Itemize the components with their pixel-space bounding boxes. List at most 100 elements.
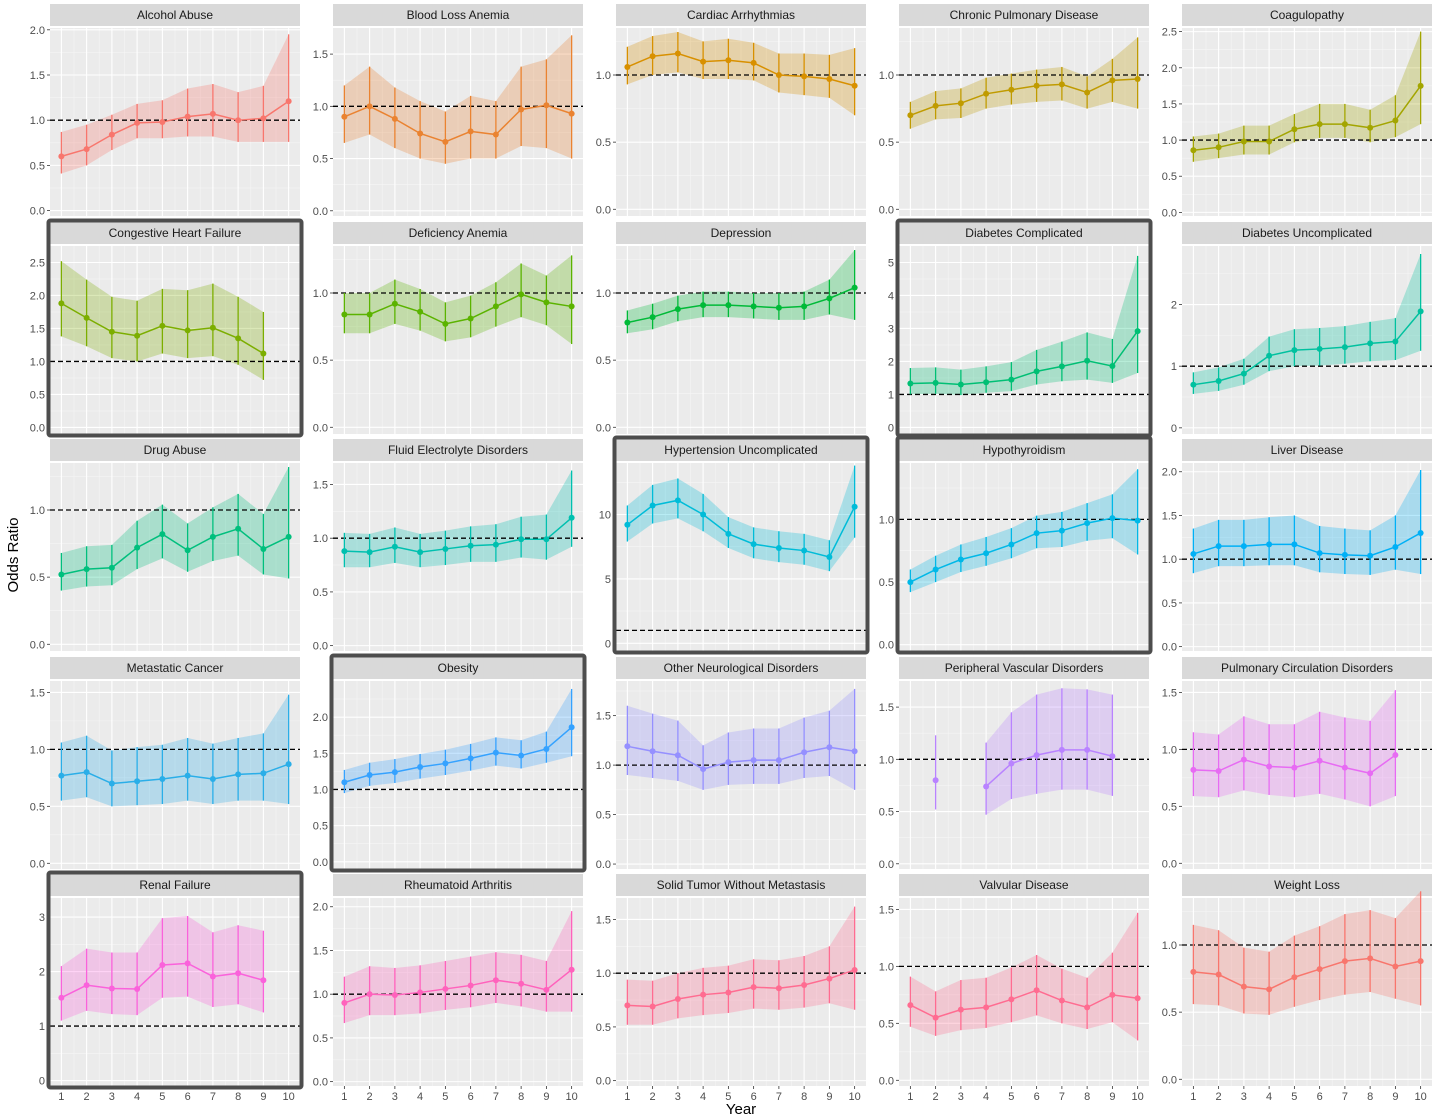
y-tick-label: 1.5 xyxy=(596,914,611,926)
data-point xyxy=(1033,987,1040,994)
data-point xyxy=(1033,368,1040,375)
confidence-ribbon xyxy=(61,34,289,174)
strip-background xyxy=(616,657,866,679)
data-point xyxy=(184,113,191,120)
data-point xyxy=(1215,971,1222,978)
x-tick-label: 7 xyxy=(1059,1091,1065,1103)
panel-blood-loss-anemia: Blood Loss Anemia 0.0 0.5 1.0 1.5 xyxy=(313,4,583,218)
data-point xyxy=(1134,517,1141,524)
y-tick-label: 0.5 xyxy=(879,137,894,149)
y-tick-label: 0.5 xyxy=(313,1033,328,1045)
x-tick-label: 4 xyxy=(983,1091,989,1103)
y-tick-label: 0.0 xyxy=(313,641,328,653)
y-tick-label: 2.0 xyxy=(1162,63,1177,75)
data-point xyxy=(58,994,65,1001)
y-tick-label: 1.0 xyxy=(313,989,328,1001)
data-point xyxy=(725,989,732,996)
data-point xyxy=(1190,550,1197,557)
data-point xyxy=(285,761,292,768)
x-tick-label: 10 xyxy=(566,1091,578,1103)
x-tick-label: 6 xyxy=(751,1091,757,1103)
data-point xyxy=(851,284,858,291)
data-point xyxy=(750,59,757,66)
data-point xyxy=(518,536,525,543)
data-point xyxy=(983,1004,990,1011)
data-point xyxy=(649,53,656,60)
data-point xyxy=(907,579,914,586)
data-point xyxy=(932,379,939,386)
panel-title: Cardiac Arrhythmias xyxy=(687,8,795,22)
x-tick-label: 9 xyxy=(1109,1091,1115,1103)
y-tick-label: 1.0 xyxy=(313,288,328,300)
y-tick-label: 0.0 xyxy=(313,206,328,218)
data-point xyxy=(366,991,373,998)
series-line xyxy=(344,726,573,783)
data-point xyxy=(649,502,656,509)
data-point xyxy=(543,986,550,993)
facet-panels: Alcohol Abuse 0.0 0.5 1.0 1.5 2.0 Blood Loss A… xyxy=(30,4,1432,1103)
data-point xyxy=(568,966,575,973)
y-tick-label: 2.5 xyxy=(30,257,45,269)
data-point xyxy=(1291,974,1298,981)
series-line xyxy=(61,527,289,576)
y-tick-label: 1.5 xyxy=(1162,99,1177,111)
data-point xyxy=(83,146,90,153)
x-tick-label: 3 xyxy=(1241,1091,1247,1103)
data-point xyxy=(58,772,65,779)
data-point xyxy=(1084,520,1091,527)
data-point xyxy=(1058,746,1065,753)
data-point xyxy=(801,73,808,80)
confidence-ribbon xyxy=(1193,469,1421,575)
series-line xyxy=(985,749,1113,788)
data-point xyxy=(1341,958,1348,965)
y-tick-label: 1.5 xyxy=(879,702,894,714)
y-tick-label: 1.0 xyxy=(879,70,894,82)
panel-title: Pulmonary Circulation Disorders xyxy=(1221,661,1393,675)
data-point xyxy=(674,306,681,313)
panel-solid-tumor-without-metastasis: Solid Tumor Without Metastasis 0.0 0.5 1.0 1… xyxy=(596,874,866,1103)
y-tick-label: 0.0 xyxy=(1162,207,1177,219)
y-tick-label: 1.0 xyxy=(1162,135,1177,147)
panel-congestive-heart-failure: Congestive Heart Failure 0.0 0.5 1.0 1.5 2.0 2… xyxy=(30,218,304,438)
data-point xyxy=(1058,527,1065,534)
y-tick-label: 1.0 xyxy=(879,961,894,973)
data-point xyxy=(649,748,656,755)
data-point xyxy=(1033,82,1040,89)
data-point xyxy=(1417,82,1424,89)
x-tick-label: 6 xyxy=(468,1091,474,1103)
data-point xyxy=(983,90,990,97)
data-point xyxy=(1417,308,1424,315)
data-point xyxy=(235,970,242,977)
y-tick-label: 0.5 xyxy=(1162,598,1177,610)
y-tick-label: 1.0 xyxy=(596,70,611,82)
y-tick-label: 1.0 xyxy=(30,505,45,517)
data-point xyxy=(957,556,964,563)
y-tick-label: 0.0 xyxy=(596,204,611,216)
data-point xyxy=(58,571,65,578)
data-point xyxy=(341,779,348,786)
y-tick-label: 1.5 xyxy=(596,711,611,723)
data-point xyxy=(1417,529,1424,536)
y-tick-label: 2 xyxy=(1171,300,1177,312)
x-tick-label: 3 xyxy=(958,1091,964,1103)
data-point xyxy=(674,497,681,504)
data-point xyxy=(159,119,166,125)
panel-title: Valvular Disease xyxy=(979,878,1068,892)
data-point xyxy=(1084,357,1091,364)
y-tick-label: 4 xyxy=(888,290,894,302)
panel-title: Alcohol Abuse xyxy=(137,8,213,22)
data-point xyxy=(1190,147,1197,154)
data-point xyxy=(184,960,191,967)
data-point xyxy=(568,724,575,731)
data-point xyxy=(1392,543,1399,550)
x-tick-label: 1 xyxy=(341,1091,347,1103)
data-point xyxy=(159,962,166,969)
y-tick-label: 1.0 xyxy=(313,101,328,113)
data-point xyxy=(543,102,550,109)
data-point xyxy=(624,319,631,326)
confidence-ribbon xyxy=(627,906,855,1025)
data-point xyxy=(1008,760,1015,767)
data-point xyxy=(1341,344,1348,351)
y-tick-label: 0.0 xyxy=(1162,642,1177,654)
